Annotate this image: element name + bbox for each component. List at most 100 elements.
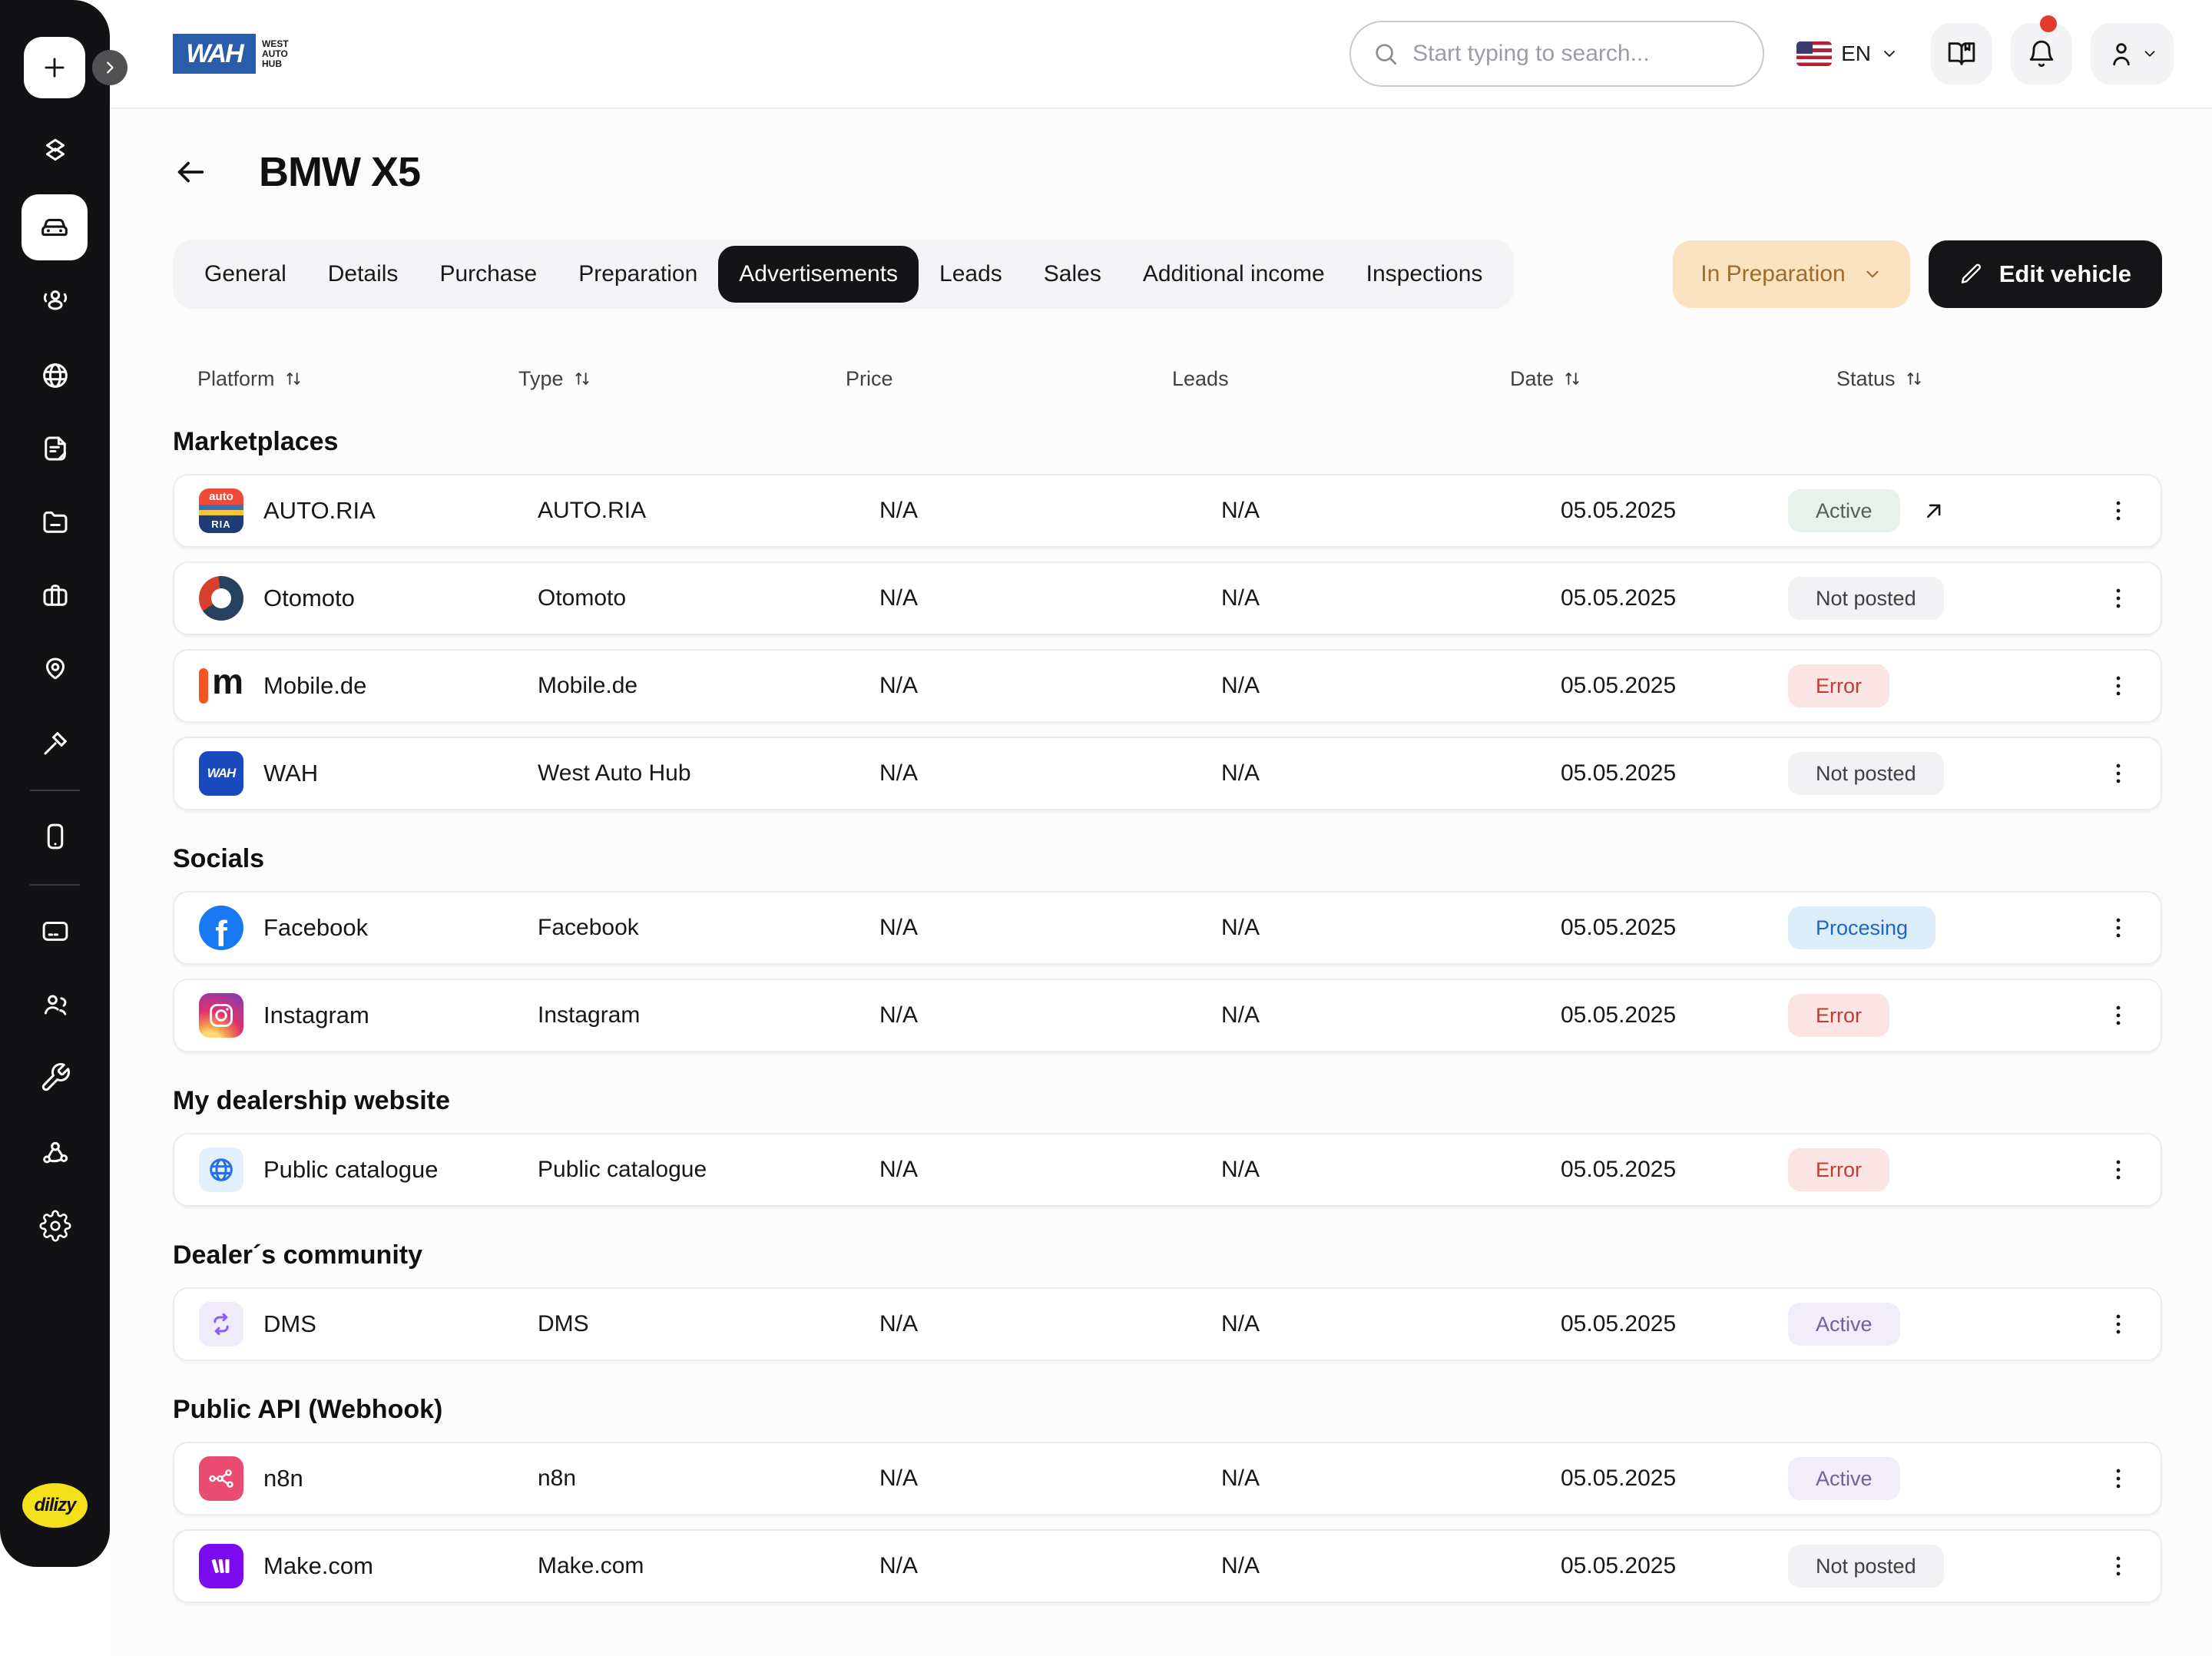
dms-sync-icon (199, 1302, 243, 1346)
table-row[interactable]: Otomoto Otomoto N/A N/A 05.05.2025 Not p… (173, 561, 2162, 635)
sidebar-item-location[interactable] (39, 654, 71, 686)
external-link-button[interactable] (1919, 495, 1949, 526)
kebab-menu-icon (2116, 1314, 2120, 1334)
type-cell: Make.com (538, 1553, 644, 1578)
account-menu-button[interactable] (2091, 23, 2174, 84)
back-button[interactable] (173, 154, 208, 190)
column-header-platform[interactable]: Platform (197, 367, 518, 391)
user-icon (2113, 43, 2130, 66)
sidebar-divider (30, 884, 80, 886)
price-cell: N/A (879, 498, 919, 523)
status-badge: Not posted (1788, 752, 1944, 795)
edit-vehicle-button[interactable]: Edit vehicle (1928, 240, 2162, 308)
knowledge-base-button[interactable] (1931, 23, 1992, 84)
type-cell: AUTO.RIA (538, 498, 647, 523)
wrench-icon (41, 1063, 70, 1091)
table-row[interactable]: WAH WAH West Auto Hub N/A N/A 05.05.2025… (173, 737, 2162, 810)
section-title-public-api: Public API (Webhook) (173, 1395, 443, 1424)
team-icon (43, 290, 67, 310)
language-selector[interactable]: EN (1796, 41, 1899, 66)
sidebar-item-tools[interactable] (39, 1061, 71, 1094)
row-menu-button[interactable] (2101, 995, 2135, 1035)
sort-icon (575, 373, 589, 385)
tab-general[interactable]: General (204, 261, 286, 286)
tab-details[interactable]: Details (327, 261, 399, 286)
column-header-type[interactable]: Type (518, 367, 846, 391)
row-menu-button[interactable] (2101, 753, 2135, 793)
column-header-date[interactable]: Date (1510, 367, 1786, 391)
status-badge: Active (1788, 489, 1900, 532)
tab-preparation[interactable]: Preparation (578, 261, 698, 286)
table-row[interactable]: auto RIA AUTO.RIA AUTO.RIA N/A N/A 05.05… (173, 474, 2162, 548)
table-row[interactable]: n8n n8n N/A N/A 05.05.2025 Active (173, 1442, 2162, 1515)
sidebar-item-customers[interactable] (39, 989, 71, 1021)
date-cell: 05.05.2025 (1561, 1002, 1677, 1028)
sidebar-item-auction[interactable] (39, 727, 71, 760)
sidebar-item-documents[interactable] (39, 432, 71, 465)
sidebar-item-vehicles[interactable] (22, 194, 88, 260)
tab-additional-income[interactable]: Additional income (1142, 261, 1325, 286)
sidebar-expand-button[interactable] (92, 50, 127, 85)
dilizy-logo[interactable]: dilizy (22, 1483, 88, 1528)
sort-icon (1907, 373, 1921, 385)
sort-icon (1565, 373, 1579, 385)
row-menu-button[interactable] (2101, 578, 2135, 618)
sidebar-item-globe[interactable] (39, 359, 71, 392)
add-button[interactable] (24, 37, 85, 98)
tab-leads[interactable]: Leads (939, 261, 1002, 286)
leads-cell: N/A (1221, 1002, 1260, 1028)
price-cell: N/A (879, 915, 919, 940)
status-badge: Active (1788, 1457, 1900, 1500)
table-row[interactable]: f Facebook Facebook N/A N/A 05.05.2025 P… (173, 891, 2162, 965)
row-menu-button[interactable] (2101, 1546, 2135, 1586)
smartphone-icon (47, 823, 63, 850)
row-menu-button[interactable] (2101, 491, 2135, 531)
search-input[interactable] (1412, 41, 1742, 67)
pencil-icon (1961, 263, 1981, 283)
plus-icon (45, 58, 65, 78)
section-title-website: My dealership website (173, 1086, 450, 1115)
sidebar-item-settings[interactable] (38, 1210, 71, 1242)
table-row[interactable]: Instagram Instagram N/A N/A 05.05.2025 E… (173, 979, 2162, 1052)
row-menu-button[interactable] (2101, 908, 2135, 948)
search-icon (1376, 44, 1397, 65)
autoria-icon-text: RIA (199, 515, 243, 533)
search-bar[interactable] (1349, 21, 1765, 87)
table-row[interactable]: Public catalogue Public catalogue N/A N/… (173, 1133, 2162, 1207)
sidebar-item-integrations[interactable] (39, 1137, 71, 1169)
tab-purchase[interactable]: Purchase (439, 261, 538, 286)
main-area: WAH WEST AUTO HUB EN (110, 0, 2212, 1656)
wah-logo[interactable]: WAH WEST AUTO HUB (173, 34, 289, 74)
sidebar-item-mobile[interactable] (39, 820, 71, 853)
autoria-icon: auto RIA (199, 489, 243, 533)
sidebar-item-briefcase[interactable] (39, 579, 71, 611)
table-row[interactable]: m Mobile.de Mobile.de N/A N/A 05.05.2025… (173, 649, 2162, 723)
tab-advertisements[interactable]: Advertisements (718, 246, 919, 303)
sidebar-item-payments[interactable] (39, 915, 71, 947)
type-cell: n8n (538, 1466, 577, 1491)
notifications-button[interactable] (2011, 15, 2072, 84)
sidebar-item-layers[interactable] (39, 136, 71, 168)
row-menu-button[interactable] (2101, 1304, 2135, 1344)
mobilede-icon-text: m (212, 661, 243, 701)
platform-name: Mobile.de (263, 672, 367, 699)
us-flag-icon (1796, 41, 1833, 66)
date-cell: 05.05.2025 (1561, 915, 1677, 940)
vehicle-status-dropdown[interactable]: In Preparation (1673, 240, 1910, 308)
status-badge: Procesing (1788, 906, 1936, 949)
table-row[interactable]: DMS DMS N/A N/A 05.05.2025 Active (173, 1287, 2162, 1361)
kebab-menu-icon (2116, 763, 2120, 783)
row-menu-button[interactable] (2101, 1459, 2135, 1499)
sidebar-item-team[interactable] (39, 284, 71, 316)
globe-icon (42, 363, 68, 388)
column-header-status[interactable]: Status (1786, 367, 2089, 391)
dilizy-logo-text: dilizy (34, 1495, 76, 1515)
sidebar-item-folder[interactable] (39, 506, 71, 538)
column-header-price: Price (846, 367, 1172, 391)
row-menu-button[interactable] (2101, 666, 2135, 706)
tab-sales[interactable]: Sales (1043, 261, 1101, 286)
table-row[interactable]: Make.com Make.com N/A N/A 05.05.2025 Not… (173, 1529, 2162, 1603)
tab-inspections[interactable]: Inspections (1366, 261, 1483, 286)
row-menu-button[interactable] (2101, 1150, 2135, 1190)
platform-name: WAH (263, 760, 319, 787)
